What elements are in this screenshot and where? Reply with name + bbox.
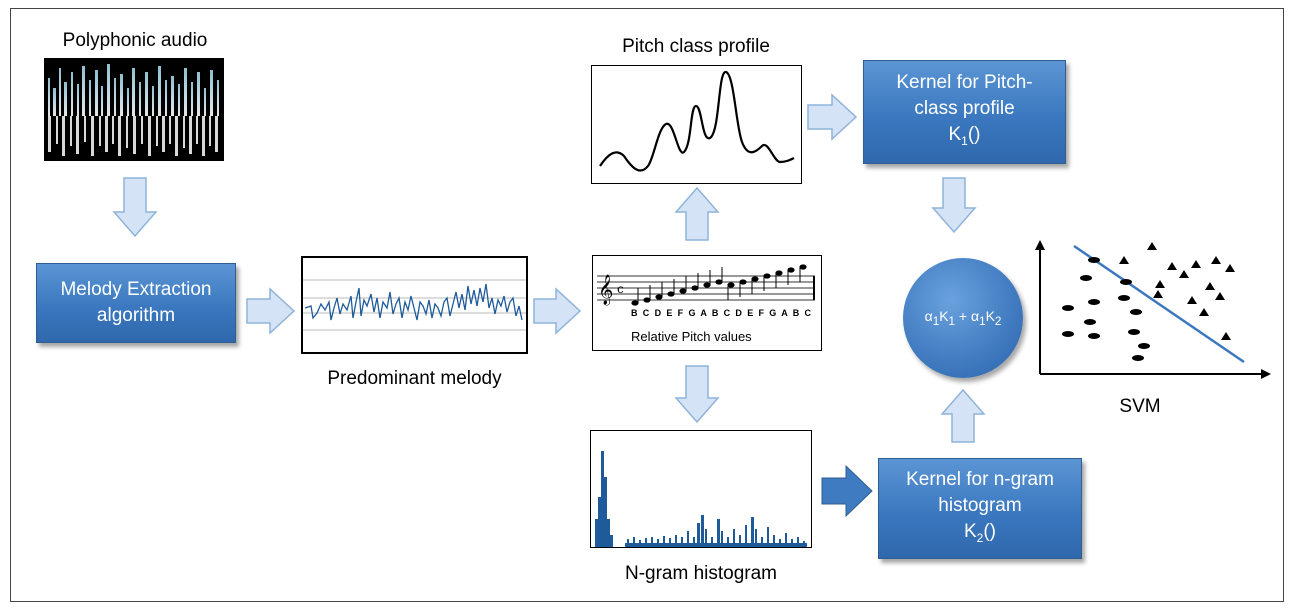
predominant-melody-plot (301, 256, 528, 354)
svg-text:𝄞: 𝄞 (598, 274, 613, 306)
predominant-melody-label: Predominant melody (327, 368, 502, 389)
melody-extraction-box: Melody Extraction algorithm (36, 263, 236, 343)
svm-plot (1028, 238, 1273, 380)
kernel-ngram-function: K2() (963, 520, 997, 545)
kernel-combination-circle: α1K1 + α1K2 (903, 258, 1023, 378)
svm-label: SVM (1119, 396, 1161, 417)
kernel-pcp-function: K1() (948, 124, 981, 148)
pitch-class-profile-label: Pitch class profile (622, 36, 770, 57)
melody-extraction-line1: Melody Extraction (60, 279, 212, 300)
pitch-class-profile-plot (591, 65, 802, 184)
kernel-ngram-line2: histogram (938, 494, 1022, 516)
note-letters: B C D E F G A B C D E F G A B C (631, 308, 812, 318)
kernel-pcp-line1: Kernel for Pitch- (896, 72, 1033, 94)
kernel-ngram-box: Kernel for n-gram histogram K2() (878, 458, 1082, 559)
melody-extraction-line2: algorithm (96, 305, 176, 326)
kernel-ngram-line1: Kernel for n-gram (906, 468, 1054, 490)
diagram-frame (10, 8, 1284, 602)
kernel-pcp-box: Kernel for Pitch- class profile K1() (863, 60, 1066, 164)
ngram-histogram-label: N-gram histogram (624, 563, 778, 584)
ngram-histogram-plot (590, 430, 812, 548)
relative-pitch-panel: 𝄞 c B C D E F G A B C D E F G A B C Rela… (592, 255, 822, 351)
relative-pitch-values-label: Relative Pitch values (631, 329, 752, 344)
spectrogram-image (44, 58, 224, 161)
polyphonic-audio-label: Polyphonic audio (62, 30, 208, 51)
kernel-pcp-line2: class profile (914, 98, 1015, 120)
kernel-combination-formula: α1K1 + α1K2 (924, 308, 1002, 328)
svg-text:c: c (617, 282, 624, 296)
